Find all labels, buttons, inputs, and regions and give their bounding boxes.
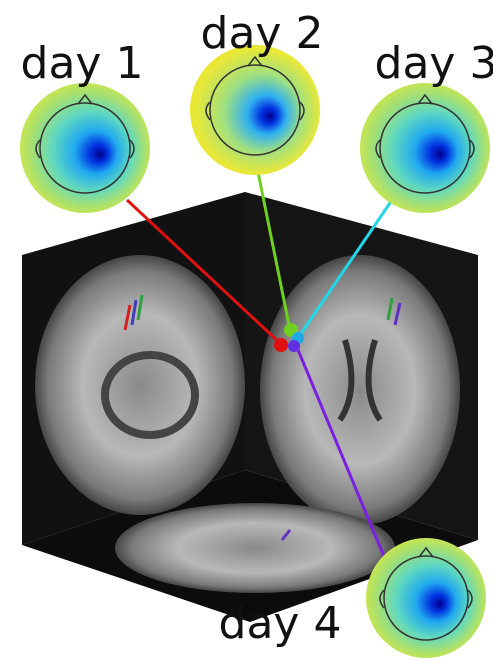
connector-day3 (296, 199, 394, 339)
topomap-day1 (20, 83, 150, 213)
dipole-arrow (280, 529, 292, 541)
head-features (375, 93, 475, 159)
topomap-day4 (366, 538, 486, 658)
connector-day4 (294, 344, 390, 567)
head-features (379, 546, 473, 609)
source-dot (274, 338, 288, 352)
connector-day1 (125, 198, 284, 347)
connector-day2 (256, 171, 292, 331)
topomap (360, 83, 490, 213)
dipole-arrow (123, 304, 132, 331)
head-features (35, 93, 135, 159)
topomap-day3 (360, 83, 490, 213)
head-outline (379, 102, 471, 194)
coronal-slice (260, 255, 460, 525)
day-label: day 4 (219, 598, 342, 649)
coronal-structure (337, 339, 383, 422)
dipole-arrow (386, 297, 394, 321)
topomap (20, 83, 150, 213)
sagittal-structure (101, 351, 199, 439)
dipole-arrow (393, 302, 402, 326)
head-outline (39, 102, 131, 194)
sagittal-slice (35, 255, 245, 515)
topomap-day2 (190, 45, 320, 175)
axial-slice (115, 503, 395, 593)
source-dot (288, 340, 300, 352)
day-label: day 2 (201, 8, 324, 59)
day-label: day 1 (21, 38, 144, 89)
head-outline (209, 64, 301, 156)
dipole-arrow (136, 294, 144, 321)
day-label: day 3 (375, 38, 493, 89)
head-features (205, 55, 305, 121)
dipole-arrow (130, 299, 138, 326)
dipole-markers (123, 294, 402, 541)
topomap (190, 45, 320, 175)
head-outline (383, 555, 469, 641)
